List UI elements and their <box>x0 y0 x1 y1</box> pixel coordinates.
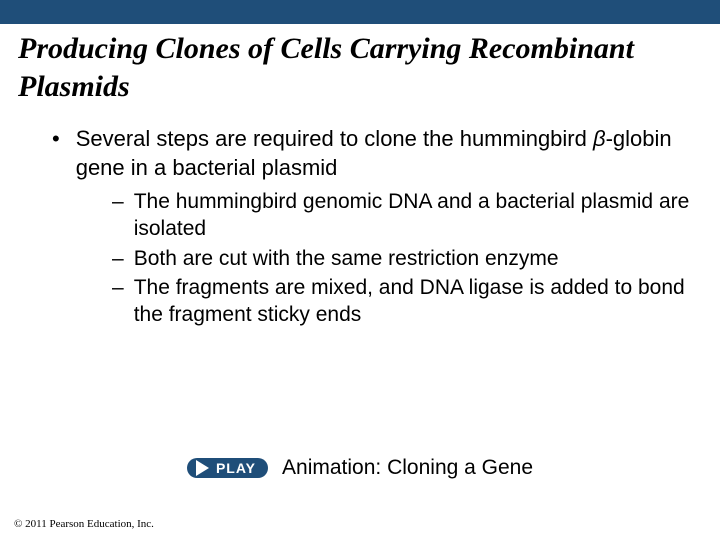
copyright-text: © 2011 Pearson Education, Inc. <box>14 518 154 530</box>
bullet-prefix: Several steps are required to clone the … <box>76 126 593 151</box>
sub-text: Both are cut with the same restriction e… <box>134 245 559 272</box>
sub-text: The hummingbird genomic DNA and a bacter… <box>134 188 692 243</box>
slide-content: • Several steps are required to clone th… <box>0 115 720 329</box>
sub-text: The fragments are mixed, and DNA ligase … <box>134 274 692 329</box>
bullet-italic: β <box>593 126 606 151</box>
sub-marker: – <box>112 188 124 215</box>
top-accent-bar <box>0 0 720 24</box>
sub-marker: – <box>112 245 124 272</box>
sub-item: – The fragments are mixed, and DNA ligas… <box>28 274 692 329</box>
slide-title: Producing Clones of Cells Carrying Recom… <box>0 24 720 115</box>
sub-marker: – <box>112 274 124 301</box>
play-caption: Animation: Cloning a Gene <box>282 456 533 480</box>
play-label: PLAY <box>216 460 256 476</box>
play-section: PLAY Animation: Cloning a Gene <box>0 456 720 480</box>
play-icon <box>196 460 209 476</box>
sub-item: – The hummingbird genomic DNA and a bact… <box>28 188 692 243</box>
bullet-marker: • <box>52 125 60 154</box>
play-button[interactable]: PLAY <box>187 458 268 478</box>
sub-item: – Both are cut with the same restriction… <box>28 245 692 272</box>
bullet-item: • Several steps are required to clone th… <box>28 125 692 182</box>
bullet-text: Several steps are required to clone the … <box>76 125 692 182</box>
